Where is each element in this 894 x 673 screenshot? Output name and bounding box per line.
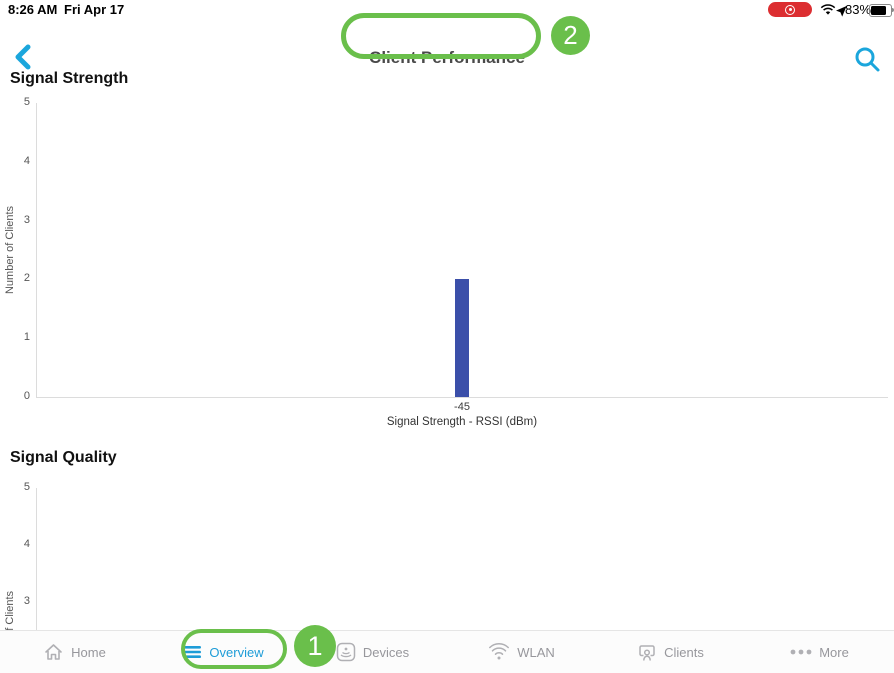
y-axis-title: Number of Clients	[4, 591, 16, 630]
screen-recording-indicator[interactable]	[768, 2, 812, 17]
signal-strength-heading: Signal Strength	[10, 70, 129, 87]
y-axis	[36, 488, 37, 630]
y-tick-label: 5	[23, 96, 30, 108]
y-tick-label: 2	[23, 272, 30, 285]
back-button[interactable]	[12, 44, 40, 72]
x-axis	[36, 397, 888, 398]
location-services-icon	[836, 4, 847, 22]
wifi-status-icon	[820, 3, 836, 21]
x-axis-title: Signal Strength - RSSI (dBm)	[386, 416, 538, 428]
clients-icon	[637, 643, 657, 662]
tab-clients[interactable]: Clients	[596, 631, 745, 673]
y-axis-title: Number of Clients	[4, 205, 16, 295]
status-time: 8:26 AM	[8, 2, 58, 17]
y-tick-label: 3	[23, 213, 30, 226]
y-axis	[36, 103, 37, 397]
signal-quality-heading: Signal Quality	[10, 449, 117, 466]
home-icon	[43, 642, 64, 662]
bar	[455, 279, 469, 397]
tab-overview[interactable]: Overview	[149, 631, 298, 673]
y-tick-label: 5	[23, 481, 30, 493]
signal-strength-chart: 0 1 2 3 4 5 -45 Number of Clients Signal Strengt…	[0, 95, 894, 435]
tab-wlan[interactable]: WLAN	[447, 631, 596, 673]
x-tick-label: -45	[454, 401, 470, 413]
tab-home[interactable]: Home	[0, 631, 149, 673]
battery-percent: 83%	[845, 2, 872, 17]
more-ellipsis-icon	[790, 649, 812, 655]
annotation-step-2-badge: 2	[551, 16, 590, 55]
y-tick-label: 4	[23, 538, 30, 550]
wlan-wifi-icon	[488, 643, 510, 661]
status-date: Fri Apr 17	[64, 2, 125, 17]
battery-icon	[869, 4, 892, 17]
page-title: Client Performance	[369, 48, 525, 67]
record-icon	[785, 4, 795, 15]
bottom-tab-bar: Home Overview Devices WLAN Clients	[0, 630, 894, 673]
devices-icon	[336, 642, 356, 662]
y-tick-label: 0	[23, 390, 30, 402]
overview-list-icon	[183, 644, 202, 660]
search-icon[interactable]	[853, 45, 883, 75]
y-tick-label: 1	[23, 331, 30, 344]
tab-devices[interactable]: Devices	[298, 631, 447, 673]
signal-quality-chart: 012345Number of Clients	[0, 473, 894, 630]
status-bar: 8:26 AM Fri Apr 17 83%	[0, 0, 894, 20]
annotation-step-1-badge: 1	[294, 625, 336, 667]
y-tick-label: 3	[23, 595, 30, 607]
y-tick-label: 4	[23, 154, 30, 167]
tab-more[interactable]: More	[745, 631, 894, 673]
nav-header: Client Performance	[0, 20, 894, 72]
